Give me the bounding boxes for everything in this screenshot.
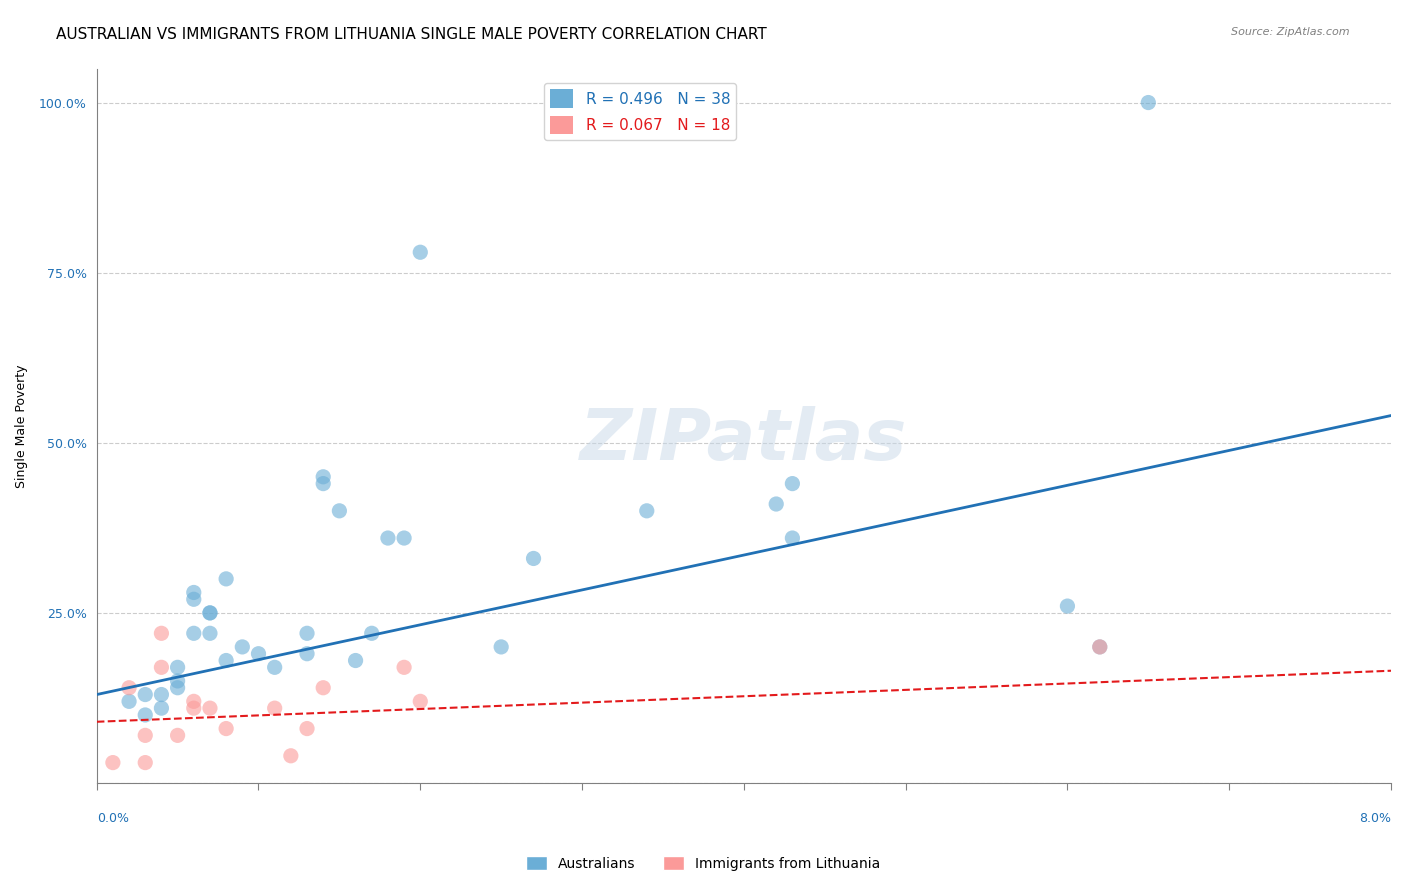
Point <box>312 476 335 491</box>
Point <box>295 626 318 640</box>
Point <box>312 681 335 695</box>
Point <box>636 504 658 518</box>
Point <box>344 653 367 667</box>
Text: ZIPatlas: ZIPatlas <box>581 406 907 475</box>
Point <box>198 606 221 620</box>
Point <box>198 626 221 640</box>
Point <box>150 688 173 702</box>
Point <box>166 673 188 688</box>
Point <box>101 756 124 770</box>
Point <box>134 728 156 742</box>
Point <box>263 660 285 674</box>
Point <box>1137 95 1160 110</box>
Point <box>215 653 238 667</box>
Point <box>134 688 156 702</box>
Point <box>489 640 512 654</box>
Text: 8.0%: 8.0% <box>1360 812 1391 824</box>
Point <box>150 626 173 640</box>
Point <box>295 647 318 661</box>
Point <box>782 476 804 491</box>
Point <box>150 660 173 674</box>
Text: Source: ZipAtlas.com: Source: ZipAtlas.com <box>1232 27 1350 37</box>
Point <box>247 647 270 661</box>
Point <box>280 748 302 763</box>
Point <box>522 551 544 566</box>
Point <box>166 681 188 695</box>
Point <box>150 701 173 715</box>
Point <box>183 585 205 599</box>
Point <box>263 701 285 715</box>
Point <box>360 626 382 640</box>
Point <box>183 592 205 607</box>
Point <box>312 470 335 484</box>
Point <box>392 660 415 674</box>
Point <box>134 756 156 770</box>
Point <box>231 640 253 654</box>
Point <box>377 531 399 545</box>
Point <box>215 572 238 586</box>
Point <box>409 694 432 708</box>
Point <box>1088 640 1111 654</box>
Point <box>118 694 141 708</box>
Point <box>134 708 156 723</box>
Point <box>183 626 205 640</box>
Point <box>118 681 141 695</box>
Point <box>183 701 205 715</box>
Point <box>198 606 221 620</box>
Point <box>409 245 432 260</box>
Point <box>198 701 221 715</box>
Point <box>782 531 804 545</box>
Point <box>295 722 318 736</box>
Point <box>1056 599 1078 613</box>
Point <box>215 722 238 736</box>
Legend: Australians, Immigrants from Lithuania: Australians, Immigrants from Lithuania <box>520 850 886 876</box>
Text: 0.0%: 0.0% <box>97 812 129 824</box>
Legend: R = 0.496   N = 38, R = 0.067   N = 18: R = 0.496 N = 38, R = 0.067 N = 18 <box>544 83 737 140</box>
Y-axis label: Single Male Poverty: Single Male Poverty <box>15 364 28 488</box>
Point <box>328 504 350 518</box>
Point <box>765 497 787 511</box>
Point <box>392 531 415 545</box>
Text: AUSTRALIAN VS IMMIGRANTS FROM LITHUANIA SINGLE MALE POVERTY CORRELATION CHART: AUSTRALIAN VS IMMIGRANTS FROM LITHUANIA … <box>56 27 768 42</box>
Point <box>166 728 188 742</box>
Point <box>166 660 188 674</box>
Point <box>183 694 205 708</box>
Point <box>1088 640 1111 654</box>
